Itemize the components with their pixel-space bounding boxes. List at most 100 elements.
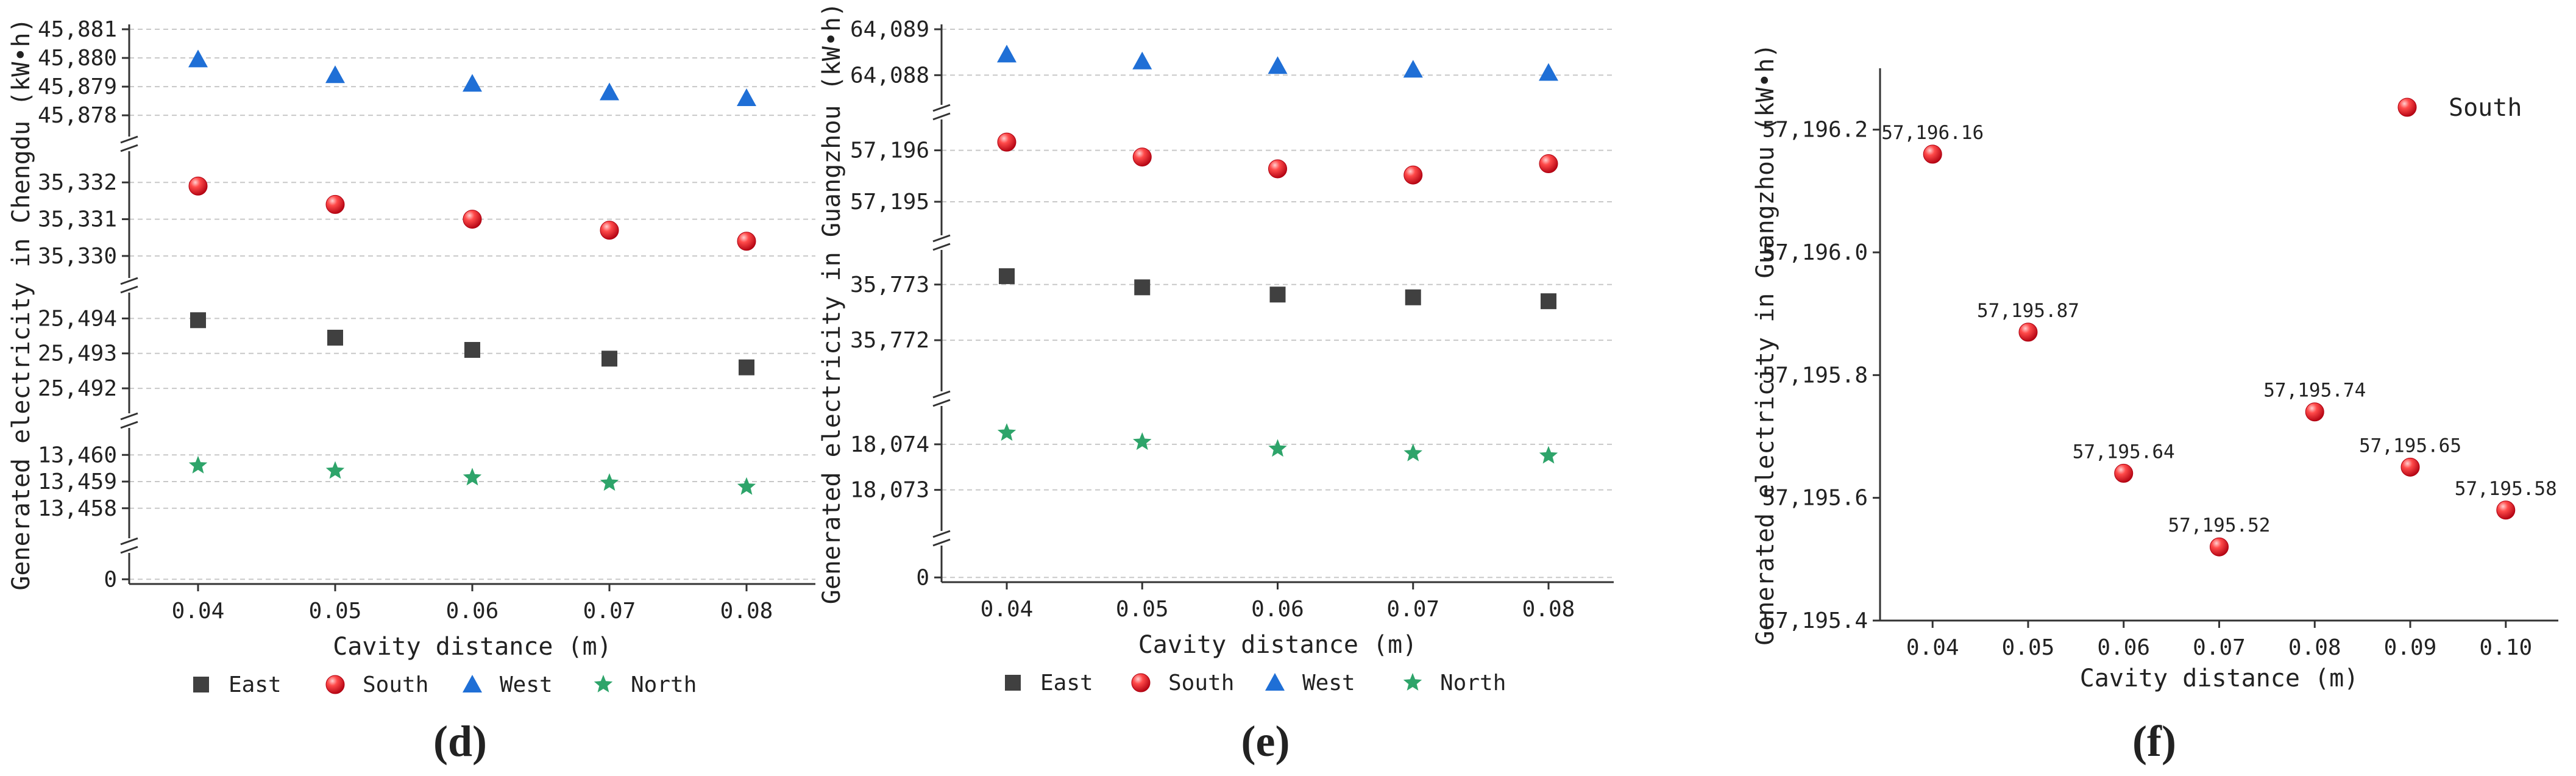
panel-label: (e) [1241, 717, 1290, 766]
south-data-point [463, 210, 482, 229]
legend-west-label: West [1302, 671, 1355, 696]
legend-south-label: South [363, 672, 428, 697]
west-data-point [325, 65, 345, 84]
legend-north-marker [594, 675, 613, 692]
west-data-point [463, 74, 482, 92]
x-tick-label: 0.07 [2193, 635, 2246, 660]
axis-break-icon [120, 277, 138, 294]
x-tick-label: 0.04 [981, 597, 1034, 622]
y-tick-label: 57,195.4 [1762, 608, 1868, 633]
north-data-point [1403, 443, 1422, 461]
y-tick-label: 45,880 [38, 46, 117, 71]
axis-break-line [120, 546, 138, 554]
axis-break-line [932, 112, 951, 121]
x-tick-label: 0.05 [1116, 597, 1169, 622]
y-tick-label: 45,879 [38, 74, 117, 99]
south-data-point [997, 132, 1017, 152]
y-tick-label: 64,089 [850, 17, 929, 42]
legend-east-label: East [229, 672, 282, 697]
x-tick-label: 0.08 [2288, 635, 2341, 660]
south-data-point [1268, 159, 1287, 179]
north-data-point [325, 461, 345, 479]
axis-break-line [932, 538, 951, 547]
y-tick-label: 25,492 [38, 376, 117, 401]
south-data-point [1923, 144, 1942, 164]
data-label: 57,195.64 [2073, 441, 2175, 463]
x-axis-title: Cavity distance (m) [2080, 664, 2359, 692]
east-data-point [327, 329, 343, 346]
x-tick-label: 0.04 [172, 599, 225, 624]
panel-label: (d) [433, 717, 487, 766]
y-tick-label: 18,074 [850, 432, 929, 457]
x-tick-label: 0.08 [1522, 597, 1575, 622]
legend-west-label: West [500, 672, 553, 697]
axis-break-icon [932, 234, 951, 251]
y-tick-label: 0 [916, 565, 929, 590]
legend: East South West North [193, 672, 697, 697]
data-label: 57,195.65 [2359, 435, 2461, 457]
axis-break-line [932, 243, 951, 251]
legend-south-marker [1131, 673, 1151, 692]
west-data-point [1539, 63, 1558, 81]
y-tick-label: 45,881 [38, 17, 117, 42]
legend-east-marker [1005, 675, 1021, 691]
legend-south-marker [325, 675, 345, 694]
y-tick-label: 35,772 [850, 328, 929, 353]
west-data-point [1268, 56, 1288, 74]
y-tick-label: 13,459 [38, 469, 117, 494]
legend-west-marker [1265, 673, 1285, 691]
east-data-point [464, 342, 480, 358]
east-data-point [190, 312, 206, 329]
data-label: 57,195.58 [2455, 478, 2557, 500]
x-tick-label: 0.06 [446, 599, 499, 624]
south-data-point [325, 194, 345, 214]
west-data-point [1132, 51, 1152, 69]
north-data-point [1268, 439, 1287, 457]
axis-break-icon [932, 390, 951, 407]
y-tick-label: 35,330 [38, 244, 117, 269]
axis-break-line [932, 104, 951, 112]
axis-break-icon [932, 530, 951, 547]
y-tick-label: 13,460 [38, 443, 117, 468]
west-data-point [600, 82, 619, 101]
axis-break-line [120, 537, 138, 546]
y-tick-label: 35,331 [38, 207, 117, 232]
x-tick-label: 0.04 [1906, 635, 1959, 660]
y-tick-label: 57,195.8 [1762, 363, 1868, 388]
east-data-point [1405, 289, 1421, 305]
south-data-point [1403, 165, 1423, 185]
y-tick-label: 57,195 [850, 190, 929, 215]
axis-break-line [120, 277, 138, 285]
north-data-point [463, 468, 482, 486]
y-axis-title: Generated electricity in Guangzhou (kW•h… [1751, 43, 1779, 645]
east-data-point [739, 359, 754, 376]
axis-break-line [932, 234, 951, 243]
y-tick-label: 18,073 [850, 478, 929, 503]
y-tick-label: 64,088 [850, 63, 929, 88]
east-data-point [1269, 287, 1286, 303]
north-data-point [1133, 432, 1152, 450]
x-axis-title: Cavity distance (m) [1138, 631, 1418, 659]
x-axis-title: Cavity distance (m) [333, 633, 612, 661]
axis-break-icon [120, 537, 138, 554]
axis-break-icon [120, 135, 138, 152]
north-data-point [737, 477, 756, 495]
legend-north-label: North [1440, 671, 1506, 696]
data-label: 57,196.16 [1881, 122, 1984, 144]
chart-panel-e: 0 18,073 18,074 35,772 35,773 57,195 57,196 64,… [818, 2, 1614, 766]
west-data-point [1403, 60, 1423, 78]
y-tick-label: 45,878 [38, 103, 117, 128]
data-label: 57,195.52 [2168, 514, 2271, 536]
south-data-point [600, 221, 619, 240]
axis-break-line [120, 412, 138, 421]
x-tick-label: 0.05 [2002, 635, 2055, 660]
y-tick-label: 25,493 [38, 341, 117, 366]
x-tick-label: 0.05 [309, 599, 362, 624]
y-tick-label: 57,196 [850, 138, 929, 163]
y-tick-label: 35,332 [38, 170, 117, 195]
x-tick-label: 0.07 [1386, 597, 1439, 622]
axis-break-line [120, 421, 138, 429]
north-data-point [1539, 446, 1558, 464]
west-data-point [997, 44, 1017, 63]
x-tick-label: 0.09 [2384, 635, 2437, 660]
